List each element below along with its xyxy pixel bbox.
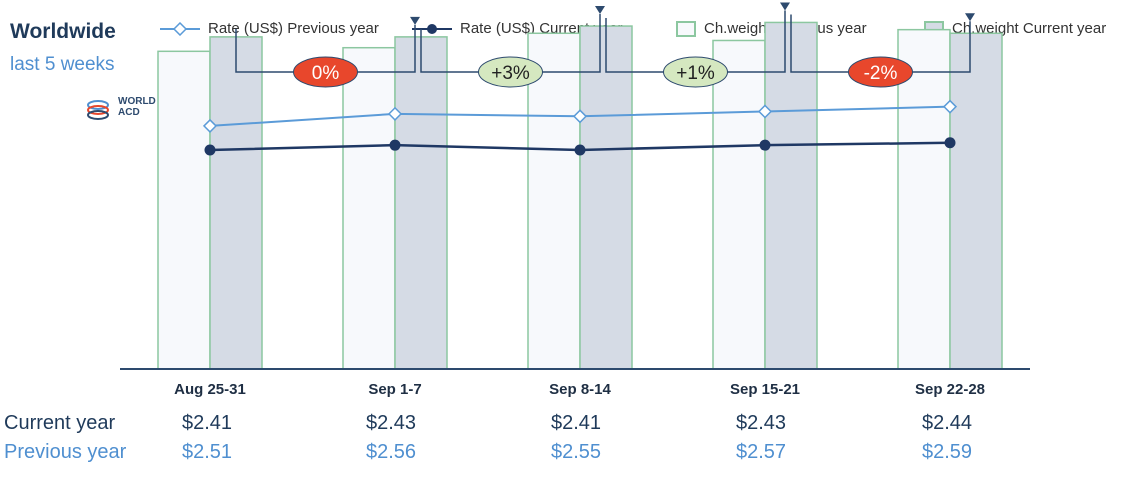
change-label: +3% — [491, 63, 530, 84]
change-badge — [293, 56, 358, 88]
change-label: -2% — [864, 63, 898, 84]
change-arrowhead — [410, 16, 420, 25]
rate-previous-year-point — [757, 104, 773, 119]
rate-previous-year-point — [942, 99, 958, 114]
bar-white-swatch-icon — [676, 20, 696, 37]
previous-year-value: $2.55 — [550, 441, 602, 463]
legend-label: Rate (US$) Previous year — [208, 20, 379, 37]
rate-current-year-point — [944, 137, 956, 149]
previous-year-row-label: Previous year — [4, 441, 127, 463]
current-year-value: $2.41 — [550, 412, 602, 434]
change-badge — [848, 56, 913, 88]
world-acd-logo-icon — [87, 100, 109, 120]
bar-previous-year — [157, 50, 211, 370]
logo-text: WORLD ACD — [118, 96, 156, 118]
bar-previous-year — [712, 39, 766, 370]
previous-year-value: $2.51 — [181, 441, 233, 463]
bar-current-year — [579, 25, 633, 370]
bar-current-year — [764, 21, 818, 370]
previous-year-value: $2.57 — [735, 441, 787, 463]
rate-current-year-point — [204, 144, 216, 156]
change-arrowhead — [780, 2, 790, 11]
change-label: +1% — [676, 63, 715, 84]
bar-current-year — [949, 32, 1003, 370]
logo-text-line1: WORLD — [118, 96, 156, 107]
change-arrowhead — [595, 6, 605, 15]
x-tick-label: Sep 1-7 — [368, 381, 421, 398]
previous-year-value: $2.59 — [921, 441, 973, 463]
legend-item-rate-previous: Rate (US$) Previous year — [160, 20, 379, 37]
rate-previous-year-point — [202, 118, 218, 133]
bar-previous-year — [342, 46, 396, 370]
chart-subtitle: last 5 weeks — [10, 54, 115, 75]
change-badge — [663, 56, 728, 88]
line-open-diamond-icon — [160, 21, 200, 36]
x-tick-label: Sep 8-14 — [549, 381, 611, 398]
change-badge — [478, 56, 543, 88]
change-label: 0% — [312, 63, 340, 84]
current-year-value: $2.41 — [181, 412, 233, 434]
bar-previous-year — [527, 32, 581, 370]
change-arrowhead — [965, 13, 975, 22]
current-year-row-label: Current year — [4, 412, 116, 434]
rate-current-year-point — [389, 139, 401, 151]
x-tick-label: Sep 15-21 — [730, 381, 800, 398]
current-year-value: $2.44 — [921, 412, 973, 434]
logo-text-line2: ACD — [118, 107, 140, 118]
current-year-value: $2.43 — [365, 412, 417, 434]
bar-current-year — [394, 36, 448, 370]
current-year-value: $2.43 — [735, 412, 787, 434]
bar-current-year — [209, 36, 263, 370]
previous-year-value: $2.56 — [365, 441, 417, 463]
line-filled-circle-icon — [412, 23, 452, 34]
rate-previous-year-point — [572, 109, 588, 124]
x-tick-label: Aug 25-31 — [174, 381, 246, 398]
rate-previous-year-point — [387, 106, 403, 121]
chart-title: Worldwide — [10, 20, 116, 43]
rate-current-year-point — [574, 144, 586, 156]
rate-current-year-point — [759, 139, 771, 151]
x-tick-label: Sep 22-28 — [915, 381, 985, 398]
